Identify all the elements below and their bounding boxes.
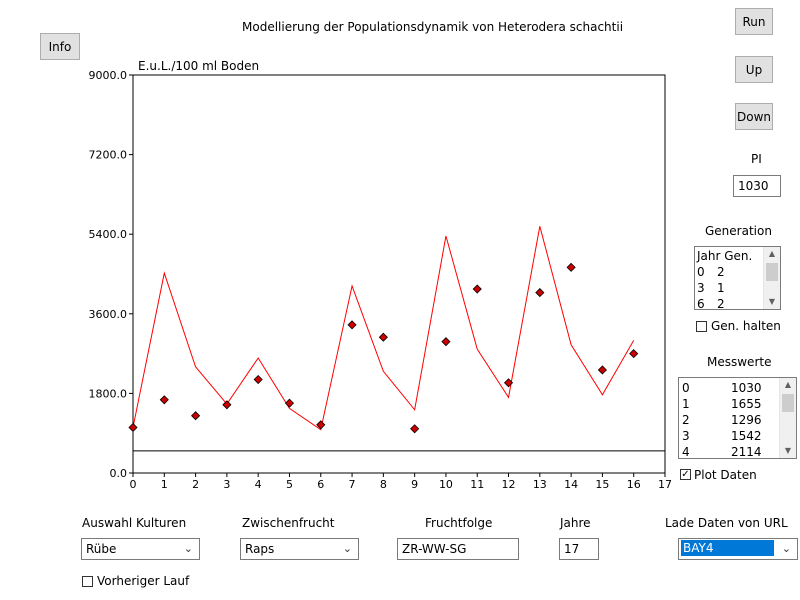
kulturen-select[interactable]: Rübe ⌄ (81, 538, 200, 560)
x-tick-label: 17 (658, 478, 672, 491)
list-item[interactable]: 1 1655 (682, 397, 762, 411)
x-tick-label: 4 (255, 478, 262, 491)
kulturen-label: Auswahl Kulturen (82, 516, 187, 530)
plot-daten-label: Plot Daten (694, 468, 757, 482)
measured-point (222, 400, 232, 410)
jahre-label: Jahre (560, 516, 591, 530)
pi-input[interactable]: 1030 (733, 175, 781, 197)
url-select[interactable]: BAY4 ⌄ (678, 538, 798, 560)
x-tick-label: 13 (533, 478, 547, 491)
x-tick-label: 12 (502, 478, 516, 491)
chevron-down-icon: ⌄ (183, 542, 193, 555)
zwischenfrucht-label: Zwischenfrucht (242, 516, 335, 530)
window-title: Modellierung der Populationsdynamik von … (242, 20, 624, 34)
y-tick-label: 5400.0 (89, 228, 128, 241)
run-button[interactable]: Run (735, 8, 773, 35)
plot-frame (132, 74, 666, 474)
messwerte-scrollbar[interactable]: ▲ ▼ (779, 378, 796, 458)
x-tick-label: 14 (564, 478, 578, 491)
y-axis-ticks: 0.0 1800.0 3600.0 5400.0 7200.0 9000.0 (89, 69, 133, 480)
gen-halten-checkbox[interactable] (696, 321, 707, 332)
x-tick-label: 0 (130, 478, 137, 491)
measured-point (441, 337, 451, 347)
zwischenfrucht-select[interactable]: Raps ⌄ (240, 538, 359, 560)
x-tick-label: 16 (627, 478, 641, 491)
measured-point (191, 411, 201, 421)
x-tick-label: 5 (286, 478, 293, 491)
y-tick-label: 0.0 (110, 467, 128, 480)
measured-point (629, 349, 639, 359)
measured-point (503, 378, 514, 388)
x-tick-label: 7 (349, 478, 356, 491)
model-line (132, 226, 635, 431)
measured-point (347, 320, 357, 330)
info-button[interactable]: Info (40, 33, 80, 60)
scroll-down-icon[interactable]: ▼ (784, 446, 792, 455)
list-item[interactable]: 2 1296 (682, 413, 762, 427)
y-axis-label: E.u.L./100 ml Boden (138, 59, 259, 73)
scroll-thumb[interactable] (782, 394, 794, 412)
measured-point (410, 424, 420, 434)
measured-point (535, 288, 545, 298)
vorheriger-lauf-checkbox[interactable] (82, 576, 93, 587)
x-tick-label: 10 (439, 478, 453, 491)
list-item[interactable]: 3 1542 (682, 429, 762, 443)
pi-label: PI (751, 152, 762, 166)
url-label: Lade Daten von URL (665, 516, 788, 530)
measured-points (128, 262, 639, 434)
gen-halten-label: Gen. halten (711, 319, 781, 333)
measured-point (284, 398, 295, 408)
list-item[interactable]: 0 1030 (682, 381, 762, 395)
generation-label: Generation (705, 224, 772, 238)
measured-point (472, 284, 482, 294)
measured-point (128, 422, 138, 433)
generation-scrollbar[interactable]: ▲ ▼ (763, 247, 780, 309)
jahre-input[interactable]: 17 (559, 538, 599, 560)
measured-point (378, 332, 388, 342)
chevron-down-icon: ⌄ (342, 542, 352, 555)
x-tick-label: 1 (161, 478, 168, 491)
url-select-value: BAY4 (681, 540, 774, 556)
measured-point (597, 365, 607, 375)
measured-point (159, 395, 169, 405)
x-tick-label: 2 (192, 478, 199, 491)
messwerte-list[interactable]: 0 1030 1 1655 2 1296 3 1542 4 2114 ▲ ▼ (678, 377, 797, 459)
x-tick-label: 6 (317, 478, 324, 491)
messwerte-label: Messwerte (707, 355, 772, 369)
plot-daten-checkbox[interactable]: ✓ (680, 469, 691, 480)
y-tick-label: 1800.0 (89, 387, 128, 400)
scroll-thumb[interactable] (766, 263, 778, 281)
x-tick-label: 11 (470, 478, 484, 491)
scroll-down-icon[interactable]: ▼ (768, 297, 776, 306)
list-item[interactable]: 4 2114 (682, 445, 762, 459)
fruchtfolge-label: Fruchtfolge (425, 516, 493, 530)
y-tick-label: 7200.0 (89, 149, 128, 162)
x-tick-label: 3 (223, 478, 230, 491)
measured-point (253, 374, 263, 385)
measured-point (316, 420, 326, 430)
down-button[interactable]: Down (735, 103, 773, 130)
x-tick-label: 8 (380, 478, 387, 491)
y-tick-label: 9000.0 (89, 69, 128, 82)
x-tick-label: 15 (595, 478, 609, 491)
y-tick-label: 3600.0 (89, 308, 128, 321)
x-tick-label: 9 (411, 478, 418, 491)
measured-point (566, 262, 576, 272)
vorheriger-lauf-label: Vorheriger Lauf (97, 574, 190, 588)
scroll-up-icon[interactable]: ▲ (784, 380, 792, 389)
fruchtfolge-input[interactable]: ZR-WW-SG (397, 538, 519, 560)
chevron-down-icon: ⌄ (781, 542, 791, 555)
scroll-up-icon[interactable]: ▲ (768, 249, 776, 258)
up-button[interactable]: Up (735, 56, 773, 83)
generation-header: Jahr Gen. (697, 249, 753, 263)
x-axis-ticks: 0 1 2 3 4 5 6 7 8 9 10 11 12 13 14 15 16 17 (130, 473, 672, 491)
